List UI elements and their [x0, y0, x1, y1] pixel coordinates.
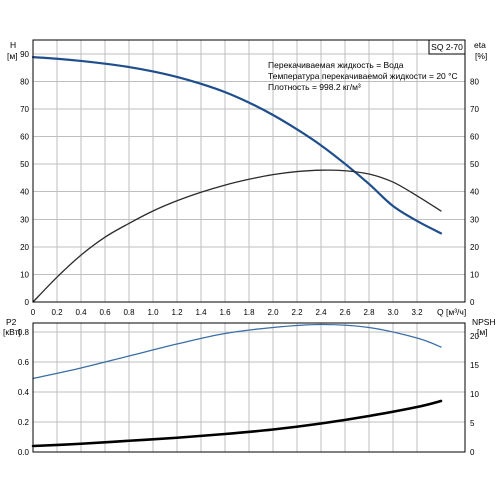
- top-panel-frame: [32, 39, 466, 303]
- bottom-left-tick-label: 0.6: [18, 358, 30, 367]
- bottom-left-axis-unit: [кВт]: [3, 327, 21, 337]
- note-density: Плотность = 998.2 кг/м³: [268, 82, 361, 92]
- top-left-tick-label: 70: [20, 105, 29, 114]
- note-fluid: Перекачиваемая жидкость = Вода: [268, 60, 404, 70]
- bottom-left-axis-label: P2: [6, 317, 17, 327]
- top-left-tick-label: 20: [20, 243, 29, 252]
- x-tick-label: 2.8: [363, 308, 375, 317]
- x-tick-label: 0.8: [123, 308, 135, 317]
- plot-frames: [32, 39, 466, 453]
- tick-labels: 0 0.2 0.4 0.6 0.8 1.0 1.2 1.4 1.6 1.8 2.0 2.2 2.4 2.6…: [18, 50, 480, 457]
- title-box: [428, 39, 466, 55]
- top-right-tick-label: 20: [470, 243, 479, 252]
- x-tick-label: 0.2: [51, 308, 63, 317]
- x-tick-label: 0.4: [75, 308, 87, 317]
- bottom-right-tick-label: 20: [470, 332, 479, 341]
- top-right-tick-label: 10: [470, 270, 479, 279]
- bottom-left-tick-label: 0.0: [18, 448, 30, 457]
- x-tick-label: 2.2: [291, 308, 303, 317]
- bottom-right-axis-unit: [м]: [477, 327, 488, 337]
- top-left-tick-label: 50: [20, 160, 29, 169]
- bottom-left-tick-label: 0.8: [18, 328, 30, 337]
- x-tick-label: 2.4: [315, 308, 327, 317]
- bottom-right-tick-label: 5: [470, 419, 475, 428]
- top-left-tick-label: 80: [20, 77, 29, 86]
- curves: [31, 56, 443, 448]
- top-right-tick-label: 30: [470, 215, 479, 224]
- top-left-tick-label: 40: [20, 188, 29, 197]
- x-tick-label: 1.2: [171, 308, 183, 317]
- x-tick-label: 0: [31, 308, 36, 317]
- bottom-left-tick-label: 0.2: [18, 418, 30, 427]
- x-tick-label: 0.6: [99, 308, 111, 317]
- top-right-tick-label: 40: [470, 188, 479, 197]
- top-right-tick-label: 80: [470, 77, 479, 86]
- note-temperature: Температура перекачиваемой жидкости = 20…: [268, 71, 458, 81]
- x-tick-label: 1.6: [219, 308, 231, 317]
- x-axis-unit: [м³/ч]: [446, 307, 466, 317]
- npsh-curve: [31, 399, 443, 448]
- power-curve: [32, 323, 442, 380]
- top-left-tick-label: 60: [20, 133, 29, 142]
- head-curve: [31, 56, 443, 235]
- x-tick-label: 1.4: [195, 308, 207, 317]
- top-right-tick-label: 60: [470, 133, 479, 142]
- top-right-axis-label: eta: [474, 40, 486, 50]
- bottom-right-axis-label: NPSH: [472, 317, 496, 327]
- x-tick-label: 3.0: [387, 308, 399, 317]
- top-right-tick-label: 70: [470, 105, 479, 114]
- top-left-tick-label: 90: [20, 50, 29, 59]
- x-axis-label: Q: [437, 307, 444, 317]
- x-tick-label: 2.6: [339, 308, 351, 317]
- efficiency-curve: [32, 169, 442, 303]
- bottom-right-tick-label: 0: [470, 448, 475, 457]
- bottom-left-tick-label: 0.4: [18, 388, 30, 397]
- chart-title: SQ 2-70: [431, 42, 463, 52]
- top-right-tick-label: 50: [470, 160, 479, 169]
- top-left-tick-label: 0: [25, 298, 30, 307]
- bottom-right-tick-label: 15: [470, 361, 479, 370]
- x-tick-label: 1.8: [243, 308, 255, 317]
- top-left-tick-label: 10: [20, 270, 29, 279]
- bottom-right-tick-label: 10: [470, 390, 479, 399]
- top-right-axis-unit: [%]: [475, 51, 487, 61]
- x-tick-label: 1.0: [147, 308, 159, 317]
- top-left-axis-label: H: [10, 40, 16, 50]
- top-right-tick-label: 0: [470, 298, 475, 307]
- x-tick-label: 3.2: [411, 308, 423, 317]
- bottom-panel-frame: [32, 322, 466, 453]
- top-left-tick-label: 30: [20, 215, 29, 224]
- top-left-axis-unit: [м]: [7, 51, 18, 61]
- x-tick-label: 2.0: [267, 308, 279, 317]
